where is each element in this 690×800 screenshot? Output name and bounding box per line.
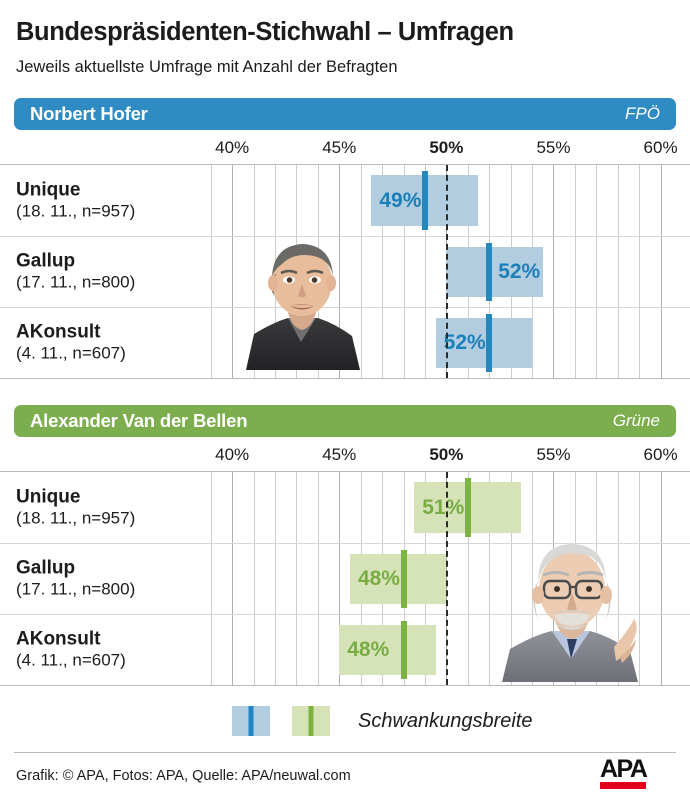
- value-marker: [400, 621, 407, 679]
- candidate-name: Alexander Van der Bellen: [30, 410, 248, 431]
- page-title: Bundespräsidenten-Stichwahl – Umfragen: [16, 18, 514, 46]
- page-subtitle: Jeweils aktuellste Umfrage mit Anzahl de…: [16, 58, 398, 76]
- candidate-name: Norbert Hofer: [30, 103, 148, 124]
- photo-norbert-hofer-image: [246, 244, 360, 370]
- poll-row: Unique (18. 11., n=957) 51%: [0, 472, 690, 543]
- poll-institute: AKonsult: [16, 628, 101, 650]
- range-band: [435, 318, 533, 368]
- legend: Schwankungsbreite: [0, 706, 690, 736]
- poll-institute: Unique: [16, 486, 81, 508]
- value-label: 51%: [422, 495, 465, 519]
- poll-row: Gallup (17. 11., n=800) 48%: [0, 543, 690, 614]
- candidate-header-blue: Norbert Hofer FPÖ: [14, 98, 676, 130]
- axis-tick-55: 55%: [536, 445, 571, 464]
- poll-meta: (4. 11., n=607): [16, 651, 126, 671]
- value-label: 52%: [443, 331, 486, 354]
- poll-row: AKonsult (4. 11., n=607) 52%: [0, 307, 690, 378]
- poll-label: Gallup (17. 11., n=800): [16, 558, 135, 601]
- poll-institute: AKonsult: [16, 321, 101, 343]
- poll-row: AKonsult (4. 11., n=607) 48%: [0, 614, 690, 685]
- poll-label: AKonsult (4. 11., n=607): [16, 629, 126, 672]
- legend-swatch-green: [292, 706, 330, 736]
- poll-label: Gallup (17. 11., n=800): [16, 251, 135, 294]
- axis-tick-40: 40%: [215, 138, 250, 157]
- axis-tick-45: 45%: [322, 445, 357, 464]
- poll-label: Unique (18. 11., n=957): [16, 179, 135, 222]
- candidate-party: FPÖ: [625, 104, 660, 123]
- apa-logo-bar: [600, 781, 647, 789]
- legend-label: Schwankungsbreite: [358, 709, 533, 732]
- value-marker: [400, 550, 407, 608]
- poll-label: Unique (18. 11., n=957): [16, 486, 135, 529]
- value-marker: [421, 171, 428, 230]
- value-marker: [486, 243, 493, 301]
- axis-green: 40% 45% 50% 55% 60%: [0, 445, 690, 471]
- candidate-party: Grüne: [612, 411, 660, 430]
- apa-logo-text: APA: [600, 755, 648, 783]
- photo-van-der-bellen-image: [502, 544, 638, 682]
- value-marker: [464, 478, 471, 537]
- poll-institute: Gallup: [16, 557, 76, 579]
- range-band: [339, 625, 436, 675]
- poll-meta: (17. 11., n=800): [16, 580, 136, 600]
- value-label: 49%: [379, 188, 422, 212]
- poll-meta: (18. 11., n=957): [16, 201, 136, 221]
- axis-tick-45: 45%: [322, 138, 357, 157]
- fifty-percent-reference-line: [446, 472, 449, 685]
- poll-meta: (17. 11., n=800): [16, 273, 136, 293]
- candidate-header-green: Alexander Van der Bellen Grüne: [14, 405, 676, 437]
- footer-divider: [14, 752, 676, 753]
- photo-norbert-hofer: [226, 230, 376, 370]
- axis-tick-60: 60%: [643, 445, 678, 464]
- photo-alexander-van-der-bellen: [494, 527, 659, 682]
- poll-row: Unique (18. 11., n=957) 49%: [0, 165, 690, 236]
- range-band: [349, 554, 447, 604]
- axis-tick-60: 60%: [643, 138, 678, 157]
- axis-tick-55: 55%: [536, 138, 571, 157]
- chart-blue: Unique (18. 11., n=957) 49% Gallup (17. 11.,…: [0, 164, 690, 379]
- chart-green: Unique (18. 11., n=957) 51% Gallup (17. 11.,…: [0, 471, 690, 686]
- poll-meta: (4. 11., n=607): [16, 344, 126, 364]
- poll-label: AKonsult (4. 11., n=607): [16, 322, 126, 365]
- value-label: 48%: [347, 638, 390, 661]
- poll-row: Gallup (17. 11., n=800) 52%: [0, 236, 690, 307]
- poll-meta: (18. 11., n=957): [16, 508, 136, 528]
- poll-institute: Unique: [16, 179, 81, 201]
- range-band: [446, 247, 543, 297]
- poll-institute: Gallup: [16, 250, 76, 272]
- axis-tick-50: 50%: [429, 138, 464, 157]
- value-label: 52%: [498, 260, 541, 283]
- value-marker: [486, 314, 493, 372]
- axis-blue: 40% 45% 50% 55% 60%: [0, 138, 690, 164]
- axis-tick-50: 50%: [429, 445, 464, 464]
- credit-text: Grafik: © APA, Fotos: APA, Quelle: APA/n…: [16, 768, 351, 784]
- value-label: 48%: [357, 567, 400, 590]
- apa-logo: APA: [600, 755, 648, 789]
- legend-swatch-blue: [232, 706, 270, 736]
- axis-tick-40: 40%: [215, 445, 250, 464]
- fifty-percent-reference-line: [446, 165, 449, 378]
